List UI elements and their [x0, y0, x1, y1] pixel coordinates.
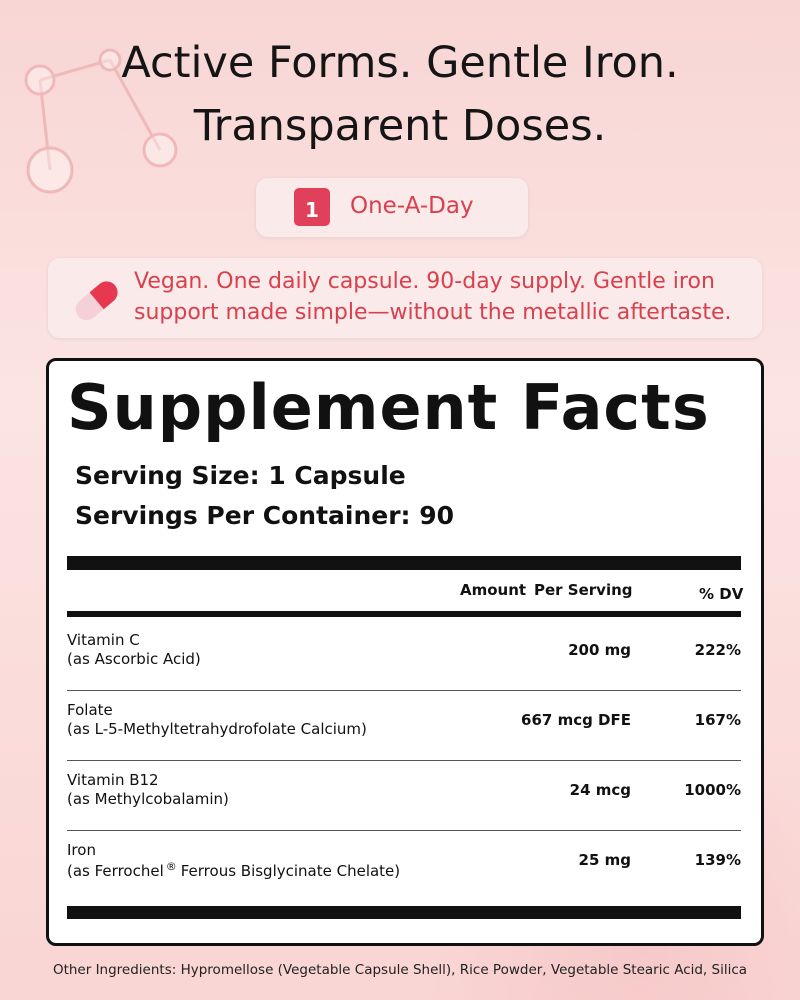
column-header: % DV	[699, 585, 744, 603]
calendar-icon: 1	[294, 188, 330, 226]
thick-rule	[67, 556, 741, 570]
servings-per-container: Servings Per Container: 90	[75, 501, 455, 530]
nutrient-source: (as Methylcobalamin)	[67, 790, 229, 808]
daily-value: 167%	[694, 711, 741, 729]
amount: 200 mg	[568, 641, 631, 659]
source-text: (as Ascorbic Acid)	[67, 650, 201, 668]
amount: 667 mcg DFE	[521, 711, 631, 729]
nutrient-name: Iron	[67, 841, 96, 859]
title-line: Transparent Doses.	[193, 101, 607, 151]
column-header: Per Serving	[534, 581, 633, 599]
title-line: Active Forms. Gentle Iron.	[121, 38, 679, 88]
nutrient-source: (as Ascorbic Acid)	[67, 650, 201, 668]
source-text: (as Ferrochel	[67, 862, 164, 880]
row-divider	[67, 830, 741, 831]
registered-mark: ®	[165, 860, 177, 873]
source-text: Ferrous Bisglycinate Chelate)	[180, 862, 401, 880]
row-divider	[67, 760, 741, 761]
nutrient-source: (as Ferrochel ® Ferrous Bisglycinate Chela…	[67, 860, 400, 880]
callout-line: support made simple—without the metallic…	[134, 300, 732, 325]
other-ingredients: Other Ingredients: Hypromellose (Vegetab…	[52, 962, 748, 978]
row-divider	[67, 690, 741, 691]
facts-title: Supplement Facts	[67, 371, 710, 444]
daily-value: 1000%	[684, 781, 741, 799]
source-text: (as L-5-Methyltetrahydrofolate Calcium)	[67, 720, 367, 738]
nutrient-name: Folate	[67, 701, 113, 719]
rule	[67, 611, 741, 617]
thick-rule	[67, 906, 741, 919]
nutrient-name: Vitamin C	[67, 631, 140, 649]
badge-label: One-A-Day	[350, 193, 474, 219]
nutrient-name: Vitamin B12	[67, 771, 159, 789]
source-text: (as Methylcobalamin)	[67, 790, 229, 808]
capsule-icon	[75, 281, 118, 321]
molecule-decor	[24, 48, 178, 194]
column-header: Amount	[460, 581, 527, 599]
badge: 1 One-A-Day	[256, 178, 528, 237]
amount: 24 mcg	[569, 781, 631, 799]
amount: 25 mg	[578, 851, 631, 869]
callout-line: Vegan. One daily capsule. 90-day supply.…	[134, 269, 715, 294]
serving-size: Serving Size: 1 Capsule	[75, 461, 406, 490]
daily-value: 222%	[694, 641, 741, 659]
callout: Vegan. One daily capsule. 90-day supply.…	[48, 258, 762, 338]
supplement-facts: Supplement Facts Serving Size: 1 Capsule…	[46, 358, 764, 946]
nutrient-source: (as L-5-Methyltetrahydrofolate Calcium)	[67, 720, 367, 738]
daily-value: 139%	[694, 851, 741, 869]
